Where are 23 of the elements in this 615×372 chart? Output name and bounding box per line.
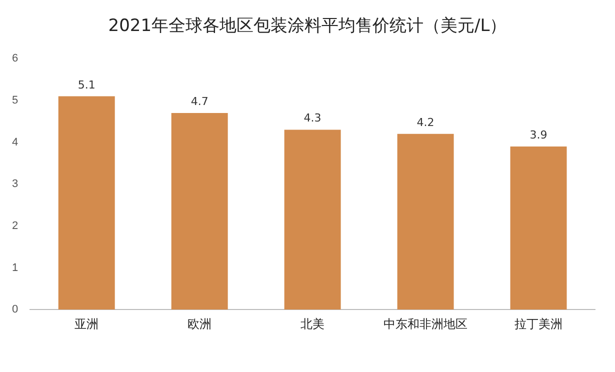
x-tick-label: 中东和非洲地区	[384, 317, 468, 332]
y-tick-label: 5	[12, 94, 18, 106]
y-tick-label: 1	[12, 262, 18, 274]
data-label: 4.3	[304, 112, 322, 125]
data-label: 3.9	[530, 128, 548, 142]
chart-title: 2021年全球各地区包装涂料平均售价统计（美元/L）	[107, 15, 508, 37]
bar	[171, 112, 228, 310]
data-label: 4.2	[416, 116, 434, 129]
data-label: 5.1	[78, 78, 96, 92]
data-label: 4.7	[190, 94, 208, 108]
x-tick-label: 北美	[300, 317, 325, 332]
bar	[397, 134, 454, 310]
y-tick-label: 0	[12, 304, 18, 316]
y-tick-label: 3	[12, 178, 18, 190]
x-tick-label: 拉丁美洲	[514, 317, 563, 332]
bar	[510, 146, 567, 310]
y-tick-label: 2	[12, 220, 18, 232]
bar	[58, 96, 115, 310]
x-tick-label: 欧洲	[188, 317, 212, 332]
y-tick-label: 4	[12, 136, 18, 148]
y-tick-label: 6	[12, 52, 18, 65]
bar	[284, 130, 341, 310]
x-tick-label: 亚洲	[74, 317, 99, 332]
